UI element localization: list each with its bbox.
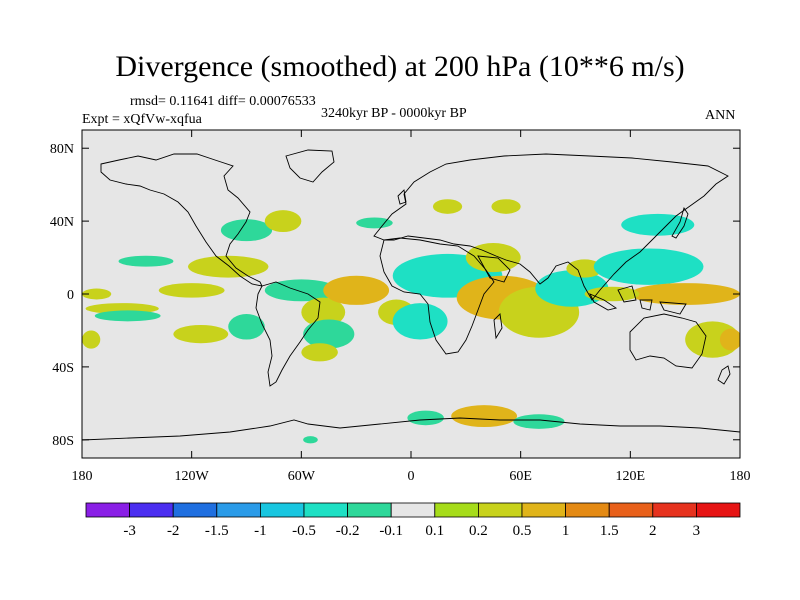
colorbar-label-10: 1 — [562, 523, 570, 539]
colorbar-box-9 — [477, 502, 523, 518]
anomaly-region-2 — [356, 217, 393, 229]
colorbar-label-5: -0.2 — [336, 523, 360, 539]
colorbar-label-0: -3 — [123, 523, 136, 539]
anomaly-region-17 — [301, 343, 338, 362]
colorbar-label-8: 0.2 — [469, 523, 488, 539]
anomaly-region-36 — [303, 436, 318, 444]
anomaly-region-0 — [432, 199, 463, 214]
colorbar-box-12 — [608, 502, 654, 518]
anomaly-region-35 — [513, 414, 565, 429]
anomaly-region-27 — [593, 248, 704, 285]
x-tick-label-0: 180 — [72, 469, 93, 484]
anomaly-region-7 — [158, 283, 225, 298]
colorbar-box-10 — [521, 502, 566, 518]
colorbar: -3 -2 -1.5 -1 -0.5 -0.2 -0.1 0.1 0.2 0.5 1 1.5 2 3 — [85, 502, 741, 539]
colorbar-box-5 — [303, 502, 348, 518]
colorbar-box-2 — [172, 502, 218, 518]
y-tick-label-3: 40S — [52, 361, 74, 376]
colorbar-box-7 — [390, 502, 436, 518]
colorbar-box-13 — [652, 502, 697, 518]
anomaly-region-29 — [630, 283, 740, 305]
colorbar-box-11 — [565, 502, 610, 518]
season-label: ANN — [705, 108, 736, 123]
x-tick-label-5: 120E — [616, 469, 646, 484]
anomaly-region-4 — [264, 210, 302, 233]
colorbar-label-7: 0.1 — [425, 523, 444, 539]
colorbar-label-11: 1.5 — [600, 523, 619, 539]
x-tick-label-4: 60E — [509, 469, 532, 484]
colorbar-label-13: 3 — [693, 523, 701, 539]
anomaly-region-1 — [491, 199, 521, 214]
anomaly-region-3 — [220, 219, 273, 242]
colorbar-box-8 — [434, 502, 479, 518]
x-tick-label-6: 180 — [730, 469, 751, 484]
stats-line: rmsd= 0.11641 diff= 0.00076533 — [130, 94, 316, 109]
colorbar-box-0 — [85, 502, 130, 518]
x-tick-label-2: 60W — [288, 469, 316, 484]
anomaly-region-33 — [451, 405, 518, 428]
colorbar-box-6 — [347, 502, 392, 518]
anomaly-region-26 — [566, 259, 603, 278]
anomaly-region-9 — [82, 288, 112, 300]
colorbar-label-9: 0.5 — [513, 523, 532, 539]
anomaly-region-32 — [719, 328, 740, 351]
colorbar-box-4 — [259, 502, 305, 518]
anomaly-region-34 — [407, 410, 444, 426]
experiment-label: Expt = xQfVw-xqfua — [82, 112, 202, 127]
colorbar-box-3 — [216, 502, 261, 518]
anomaly-region-10 — [94, 310, 161, 322]
anomaly-region-13 — [228, 314, 265, 340]
anomaly-region-16 — [303, 319, 355, 349]
y-tick-label-2: 0 — [67, 288, 74, 303]
y-tick-label-4: 80S — [52, 434, 74, 449]
coastlines — [82, 149, 740, 441]
anomaly-region-12 — [173, 324, 229, 344]
x-tick-label-1: 120W — [175, 469, 210, 484]
period-label: 3240kyr BP - 0000kyr BP — [321, 106, 467, 121]
y-tick-label-0: 80N — [50, 142, 74, 157]
colorbar-label-2: -1.5 — [205, 523, 229, 539]
anomaly-region-22 — [392, 303, 448, 340]
anomaly-region-6 — [118, 255, 174, 267]
colorbar-label-12: 2 — [649, 523, 657, 539]
colorbar-box-1 — [129, 502, 174, 518]
anomaly-region-28 — [621, 213, 695, 236]
x-tick-label-3: 0 — [408, 469, 415, 484]
chart-title: Divergence (smoothed) at 200 hPa (10**6 … — [115, 50, 685, 83]
y-tick-label-1: 40N — [50, 215, 74, 230]
anomaly-region-11 — [82, 330, 101, 349]
anomaly-region-15 — [301, 297, 346, 327]
anomaly-region-5 — [188, 255, 269, 278]
colorbar-label-6: -0.1 — [379, 523, 403, 539]
colorbar-label-1: -2 — [167, 523, 180, 539]
colorbar-box-14 — [696, 502, 741, 518]
colorbar-label-3: -1 — [254, 523, 267, 539]
axes: 180 120W 60W 0 60E 120E 180 80N 40N 0 40S 80S — [50, 130, 751, 484]
colorbar-label-4: -0.5 — [292, 523, 316, 539]
anomaly-layer — [82, 199, 740, 444]
anomaly-region-18 — [323, 275, 390, 305]
